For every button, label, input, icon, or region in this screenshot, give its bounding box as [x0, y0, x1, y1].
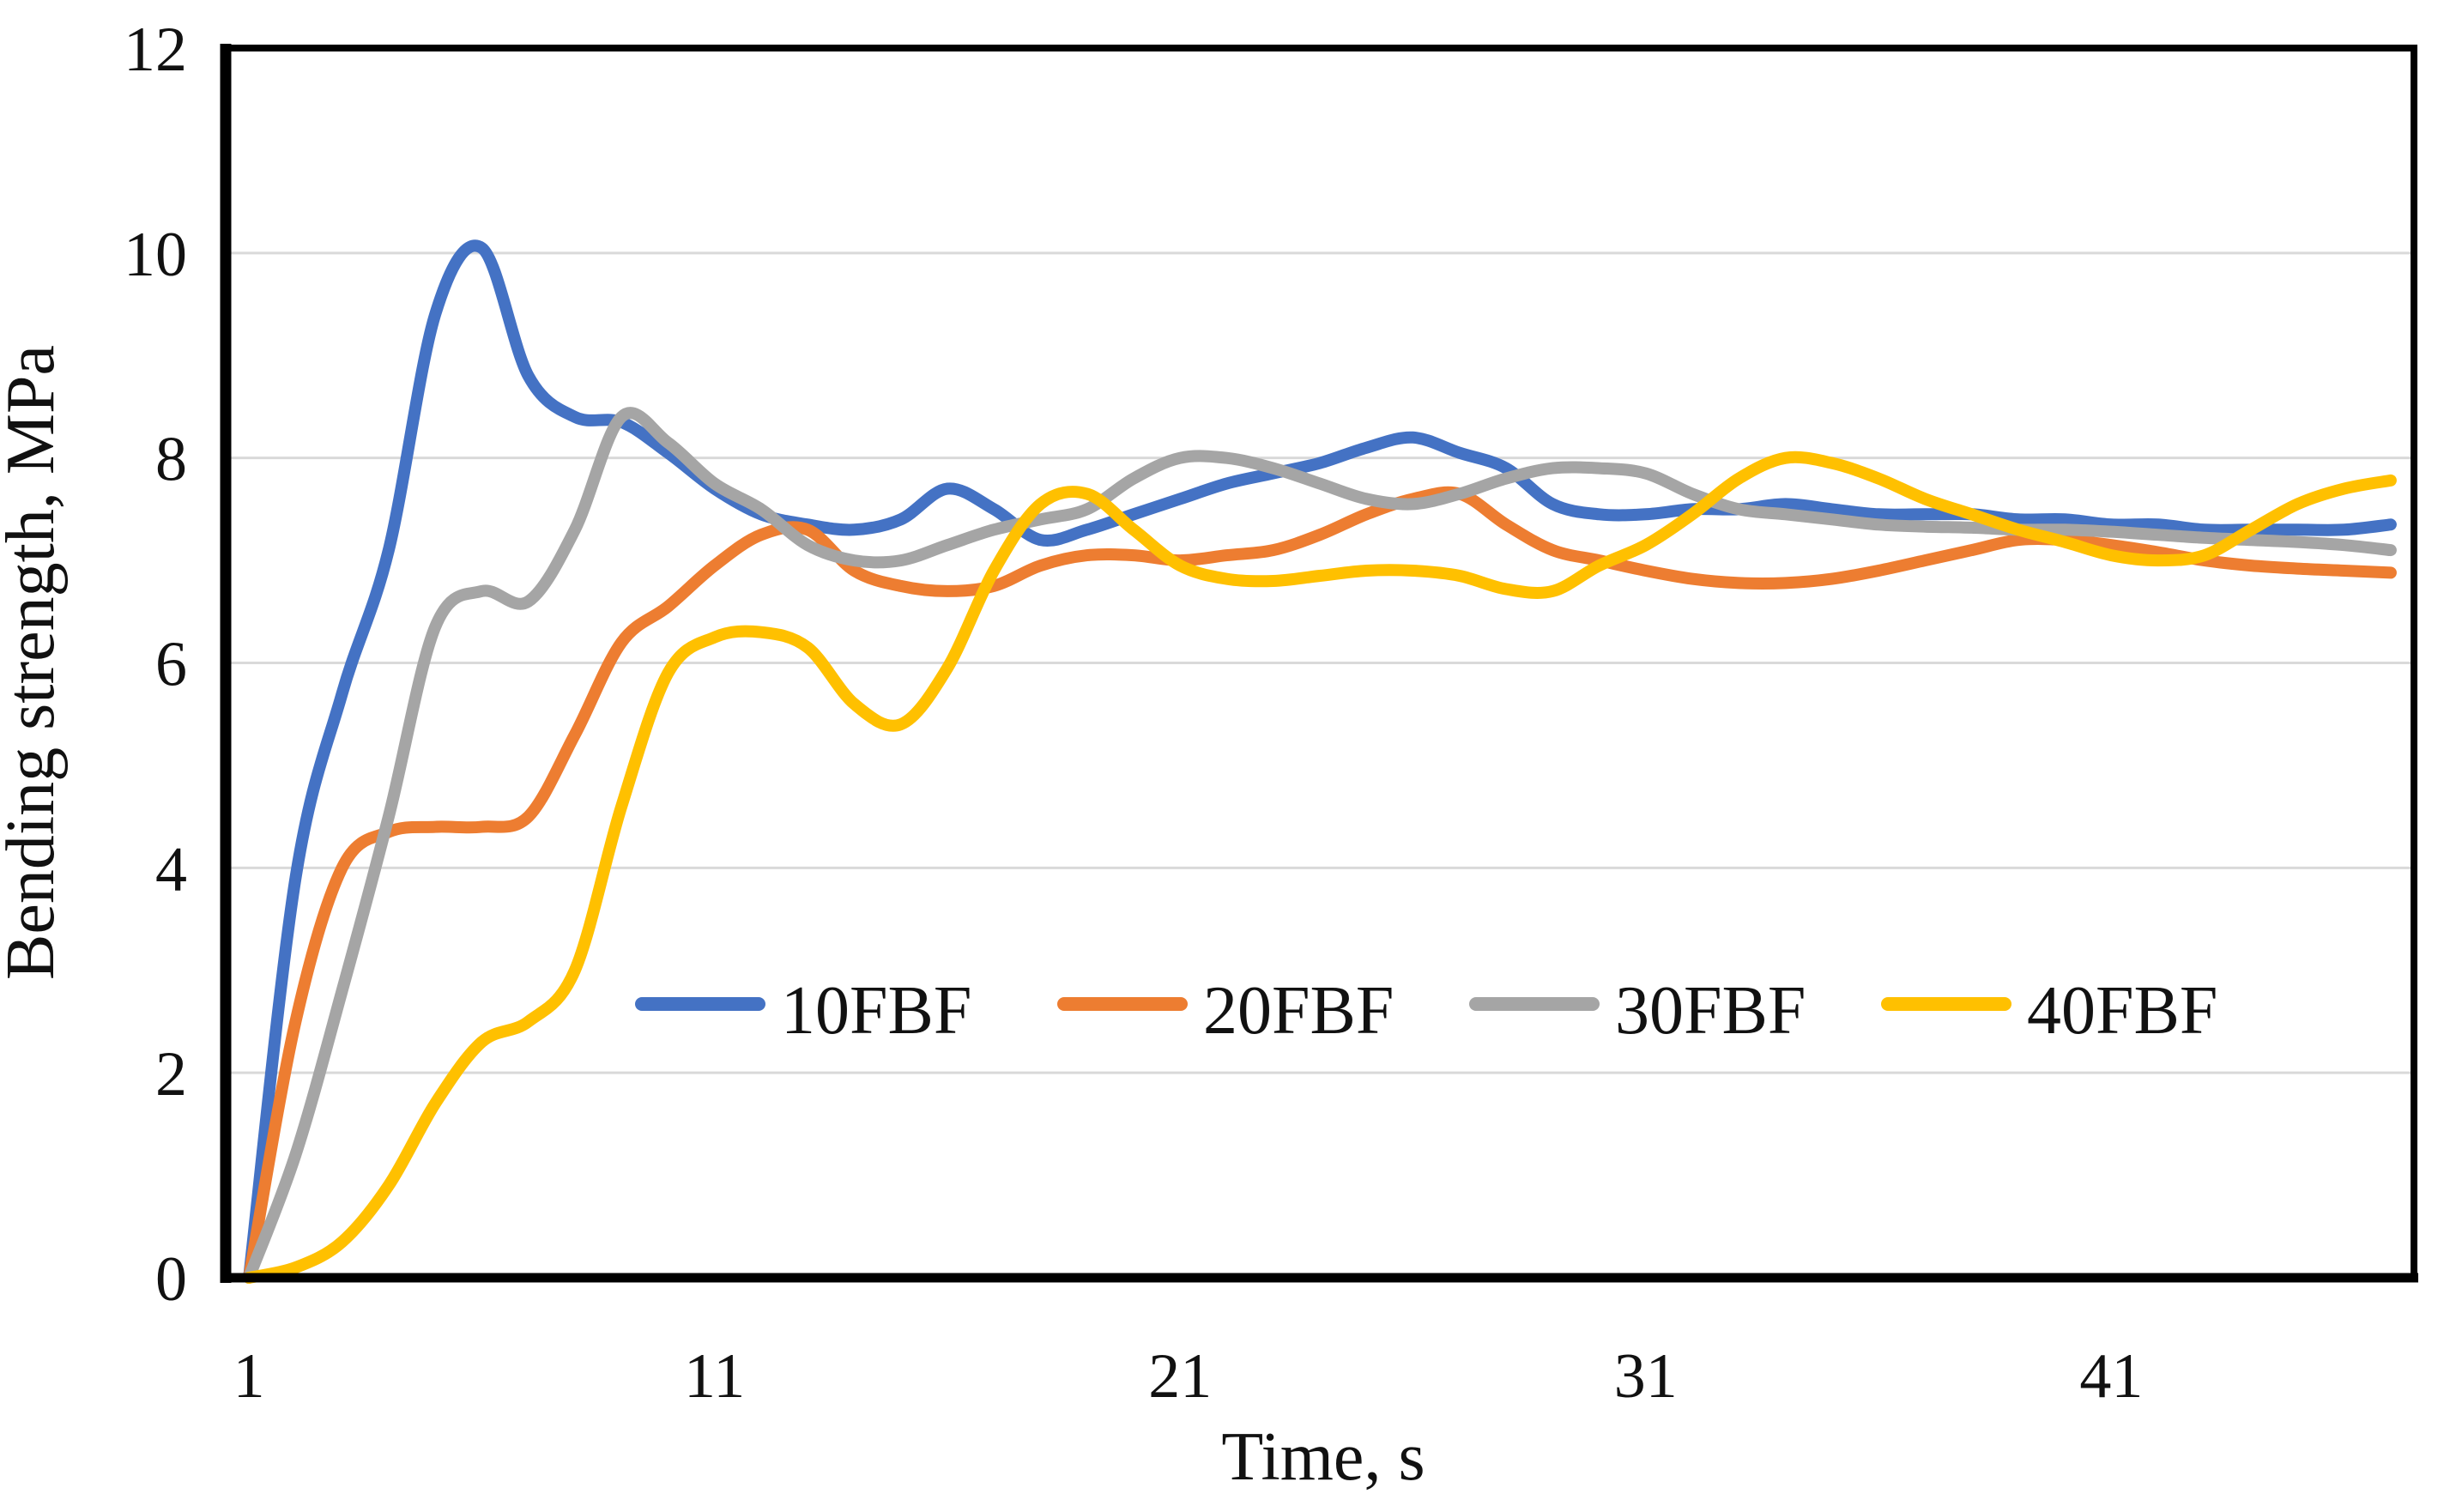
- series-line-40FBF: [243, 451, 2397, 1284]
- legend-label-10FBF: 10FBF: [781, 973, 971, 1049]
- y-tick-label-0: 0: [155, 1244, 187, 1315]
- x-tick-label-1: 1: [233, 1341, 265, 1412]
- legend-swatch-20FBF: [1057, 997, 1188, 1011]
- series-lines: [243, 239, 2397, 1284]
- legend-label-20FBF: 20FBF: [1203, 973, 1394, 1049]
- legend-item-30FBF: 30FBF: [1469, 973, 1806, 1049]
- legend-swatch-40FBF: [1881, 997, 2011, 1011]
- y-axis-title: Bending strength, MPa: [0, 345, 69, 980]
- legend-label-30FBF: 30FBF: [1615, 973, 1806, 1049]
- x-tick-label-21: 21: [1148, 1341, 1212, 1412]
- y-tick-label-4: 4: [155, 834, 187, 904]
- legend-label-40FBF: 40FBF: [2027, 973, 2217, 1049]
- y-axis-tick-labels: 0 2 4 6 8 10 12: [124, 15, 187, 1315]
- x-axis-title: Time, s: [1221, 1419, 1425, 1495]
- legend-swatch-30FBF: [1469, 997, 1600, 1011]
- gridlines: [226, 251, 2414, 1074]
- legend-item-10FBF: 10FBF: [635, 973, 971, 1049]
- y-tick-label-8: 8: [155, 425, 187, 495]
- legend-swatch-10FBF: [635, 997, 765, 1011]
- y-tick-label-12: 12: [124, 15, 187, 85]
- series-line-10FBF: [243, 239, 2397, 1284]
- legend-item-20FBF: 20FBF: [1057, 973, 1394, 1049]
- y-tick-label-6: 6: [155, 630, 187, 700]
- legend-item-40FBF: 40FBF: [1881, 973, 2217, 1049]
- plot-frame: [220, 44, 2418, 1283]
- legend: 10FBF 20FBF 30FBF 40FBF: [635, 973, 2217, 1049]
- y-tick-label-2: 2: [155, 1039, 187, 1110]
- x-tick-label-41: 41: [2079, 1341, 2143, 1412]
- x-axis-tick-labels: 1 11 21 31 41: [233, 1341, 2144, 1412]
- x-tick-label-31: 31: [1614, 1341, 1678, 1412]
- x-tick-label-11: 11: [684, 1341, 745, 1412]
- y-tick-label-10: 10: [124, 220, 187, 290]
- series-line-20FBF: [243, 486, 2397, 1284]
